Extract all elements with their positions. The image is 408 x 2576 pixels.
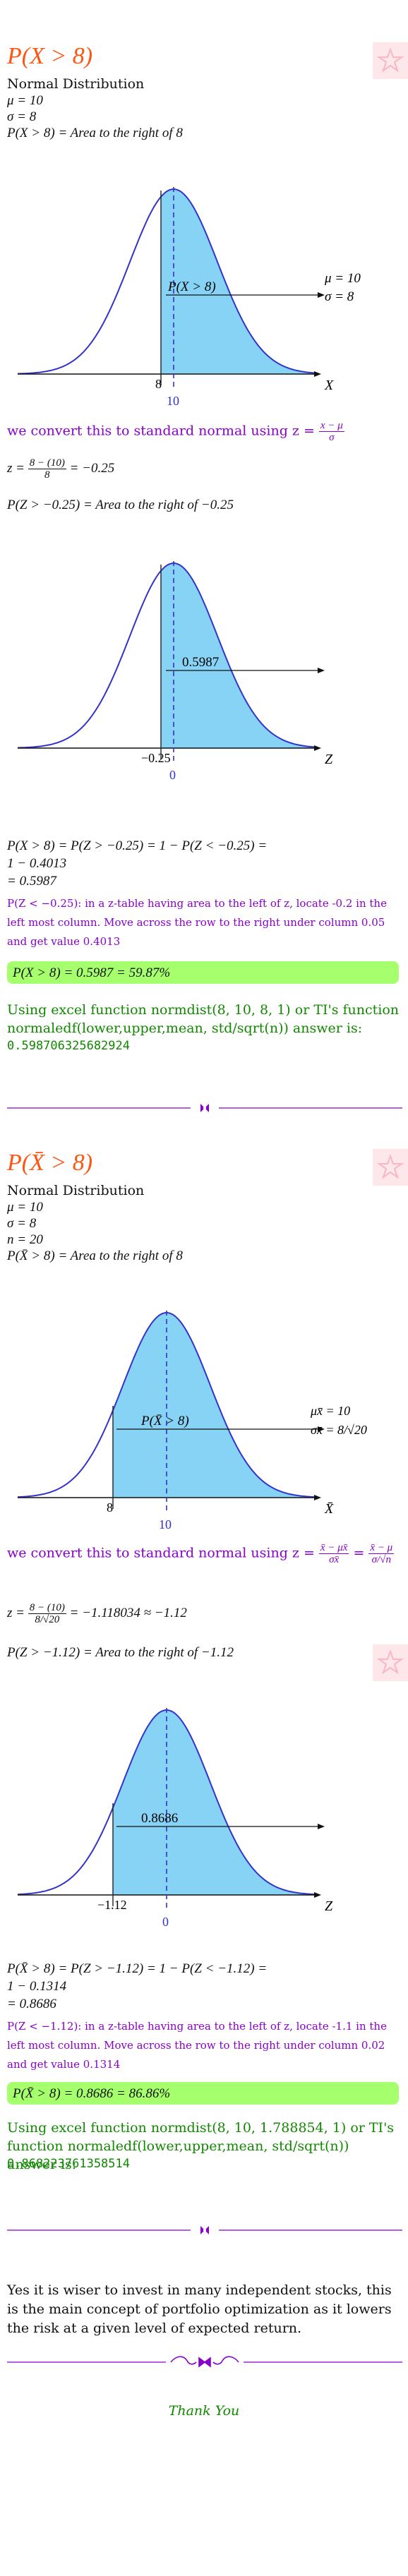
tick-label-mean: 0: [162, 1915, 169, 1929]
legend-mu: μx̄ = 10: [310, 1404, 350, 1418]
x-axis-arrow-icon: [314, 1892, 321, 1898]
tick-label-mean: 10: [159, 1517, 172, 1531]
z-table-note: P(Z < −0.25): in a z-table having area t…: [7, 897, 387, 948]
n-value: n = 20: [7, 1232, 43, 1247]
conversion-text: we convert this to standard normal using…: [7, 1542, 395, 1565]
shaded-area: [161, 189, 314, 374]
bell-curve: [17, 1709, 315, 1896]
sigma-value: σ = 8: [7, 109, 37, 124]
shaded-area-label: 0.8686: [141, 1811, 178, 1826]
distribution-name: Normal Distribution: [7, 1183, 145, 1198]
z-table-note: P(Z < −1.12): in a z-table having area t…: [7, 2020, 387, 2071]
axis-label: X̄: [324, 1501, 334, 1517]
watermark-icon: [373, 1149, 408, 1186]
normal-curve-graph-xbar: P(X̄ > 8) μx̄ = 10 σx̄ = 8/√20 8 10 X̄: [17, 1311, 367, 1531]
excel-value: 0.868223761358514: [7, 2157, 130, 2171]
z-area-statement: P(Z > −1.12) = Area to the right of −1.1…: [7, 1645, 234, 1660]
z-calculation: z = 8 − (10) 8 = −0.25: [7, 457, 115, 481]
section-divider: [7, 1104, 402, 1112]
probability-calc-line2: 1 − 0.1314: [7, 1979, 67, 1994]
tick-label-x: −1.12: [97, 1898, 127, 1912]
answer-text: P(X > 8) = 0.5987 = 59.87%: [13, 965, 171, 980]
mu-value: μ = 10: [7, 1200, 43, 1215]
answer-text: P(X̄ > 8) = 0.8686 = 86.86%: [13, 2086, 171, 2101]
probability-calc-line3: = 0.8686: [7, 1997, 56, 2011]
pointer-arrow-icon: [318, 292, 325, 298]
shaded-area: [161, 563, 314, 748]
pointer-arrow-icon: [318, 1824, 325, 1829]
normal-curve-graph-x: P(X > 8) μ = 10 σ = 8 8 10 X: [18, 187, 361, 408]
conversion-text: we convert this to standard normal using…: [7, 420, 344, 443]
section1-heading: P(X > 8): [7, 43, 93, 69]
area-statement: P(X > 8) = Area to the right of 8: [7, 126, 183, 140]
pointer-arrow-icon: [318, 1426, 325, 1432]
probability-calc-line3: = 0.5987: [7, 874, 56, 889]
excel-text: Using excel function normdist(8, 10, 1.7…: [7, 2120, 395, 2172]
normal-curve-graph-z: 0.5987 −0.25 0 Z: [18, 561, 333, 782]
flourish-ornament-icon: [170, 2356, 239, 2368]
tick-label-x: −0.25: [141, 751, 171, 765]
area-statement: P(X̄ > 8) = Area to the right of 8: [7, 1248, 183, 1263]
excel-value: 0.598706325682924: [7, 1039, 130, 1053]
axis-label: Z: [325, 1898, 333, 1914]
shaded-area-label: 0.5987: [182, 655, 219, 670]
probability-calc-line2: 1 − 0.4013: [7, 856, 67, 871]
axis-label: X: [324, 378, 334, 393]
pointer-arrow-icon: [318, 668, 325, 673]
x-axis-arrow-icon: [314, 371, 321, 377]
tick-label-x: 8: [155, 377, 162, 391]
bell-curve: [18, 562, 315, 749]
x-axis-arrow-icon: [314, 745, 321, 751]
bell-curve: [18, 188, 315, 375]
answer-box: P(X > 8) = 0.5987 = 59.87%: [7, 961, 399, 984]
mu-value: μ = 10: [7, 93, 43, 108]
tick-label-mean: 0: [169, 768, 176, 782]
shaded-area: [113, 1313, 314, 1498]
tick-label-mean: 10: [167, 394, 179, 408]
legend-mu: μ = 10: [324, 271, 361, 286]
conclusion-text: Yes it is wiser to invest in many indepe…: [7, 2282, 392, 2336]
z-area-statement: P(Z > −0.25) = Area to the right of −0.2…: [7, 498, 234, 512]
shaded-area-label: P(X > 8): [167, 279, 216, 294]
legend-sigma: σx̄ = 8/√20: [311, 1423, 367, 1437]
section2-heading: P(X̄ > 8): [7, 1150, 93, 1176]
z-calculation: z = 8 − (10) 8/√20 = −1.118034 ≈ −1.12: [7, 1602, 187, 1625]
watermark-icon: [373, 1644, 408, 1681]
probability-calc-line1: P(X̄ > 8) = P(Z > −1.12) = 1 − P(Z < −1.…: [7, 1961, 268, 1976]
probability-calc-line1: P(X > 8) = P(Z > −0.25) = 1 − P(Z < −0.2…: [7, 838, 268, 853]
x-axis-arrow-icon: [314, 1495, 321, 1500]
sigma-value: σ = 8: [7, 1216, 37, 1231]
legend-sigma: σ = 8: [325, 289, 354, 304]
answer-box: P(X̄ > 8) = 0.8686 = 86.86%: [7, 2082, 399, 2105]
shaded-area-label: P(X̄ > 8): [140, 1414, 189, 1428]
ornament-divider: [7, 2356, 402, 2368]
excel-text: Using excel function normdist(8, 10, 8, …: [7, 1002, 400, 1036]
section-divider: [7, 2226, 402, 2234]
tick-label-x: 8: [107, 1500, 113, 1515]
divider-ornament-icon: [200, 1104, 209, 1112]
normal-curve-graph-z2: 0.8686 −1.12 0 Z: [17, 1708, 333, 1929]
axis-label: Z: [325, 752, 333, 767]
bell-curve: [17, 1312, 315, 1498]
thank-you: Thank You: [168, 2403, 240, 2419]
distribution-name: Normal Distribution: [7, 76, 145, 92]
divider-ornament-icon: [200, 2226, 209, 2234]
watermark-icon: [373, 42, 408, 79]
shaded-area: [113, 1710, 314, 1895]
